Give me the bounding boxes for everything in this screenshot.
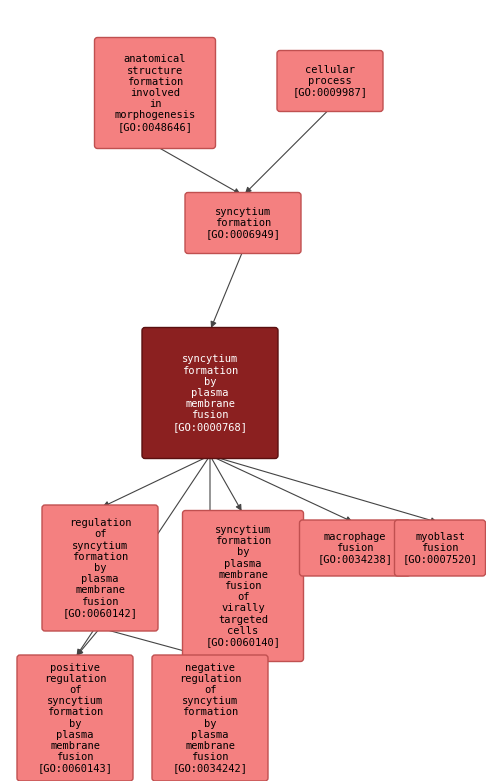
Text: positive
regulation
of
syncytium
formation
by
plasma
membrane
fusion
[GO:0060143: positive regulation of syncytium formati… [37,662,112,773]
Text: cellular
process
[GO:0009987]: cellular process [GO:0009987] [293,65,367,97]
FancyBboxPatch shape [395,520,486,576]
FancyBboxPatch shape [299,520,411,576]
Text: macrophage
fusion
[GO:0034238]: macrophage fusion [GO:0034238] [317,532,393,564]
Text: syncytium
formation
[GO:0006949]: syncytium formation [GO:0006949] [206,207,280,239]
Text: myoblast
fusion
[GO:0007520]: myoblast fusion [GO:0007520] [402,532,478,564]
FancyBboxPatch shape [152,655,268,781]
FancyBboxPatch shape [94,37,215,148]
FancyBboxPatch shape [185,192,301,254]
FancyBboxPatch shape [17,655,133,781]
Text: syncytium
formation
by
plasma
membrane
fusion
[GO:0000768]: syncytium formation by plasma membrane f… [173,355,247,432]
FancyBboxPatch shape [277,51,383,112]
FancyBboxPatch shape [183,511,303,662]
Text: syncytium
formation
by
plasma
membrane
fusion
of
virally
targeted
cells
[GO:0060: syncytium formation by plasma membrane f… [206,525,280,647]
Text: anatomical
structure
formation
involved
in
morphogenesis
[GO:0048646]: anatomical structure formation involved … [114,55,196,132]
FancyBboxPatch shape [42,505,158,631]
Text: negative
regulation
of
syncytium
formation
by
plasma
membrane
fusion
[GO:0034242: negative regulation of syncytium formati… [173,662,247,773]
Text: regulation
of
syncytium
formation
by
plasma
membrane
fusion
[GO:0060142]: regulation of syncytium formation by pla… [63,519,138,618]
FancyBboxPatch shape [142,327,278,458]
